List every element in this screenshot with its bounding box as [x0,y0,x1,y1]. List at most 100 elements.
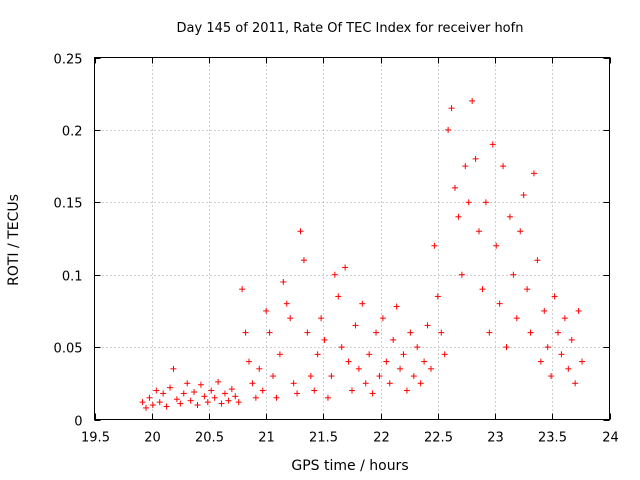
data-point [139,399,146,406]
data-point [300,257,307,264]
data-point [173,396,180,403]
data-point [204,399,211,406]
data-point [541,307,548,314]
data-point [373,329,380,336]
data-point [342,264,349,271]
data-point [434,293,441,300]
data-points [139,97,586,411]
x-tick-labels: 19.5 20 20.5 21 21.5 22 22.5 23 23.5 24 [81,431,619,446]
grid-lines [94,57,610,420]
data-point [565,365,572,372]
data-point [503,344,510,351]
data-point [273,394,280,401]
data-point [163,403,170,410]
data-point [393,303,400,310]
data-point [575,307,582,314]
data-point [558,351,565,358]
data-point [246,358,252,365]
data-point [276,351,283,358]
data-point [331,271,338,278]
data-point [407,329,414,336]
data-point [568,336,575,343]
data-point [424,322,431,329]
data-point [496,300,503,307]
y-tick-label: 0 [74,415,82,430]
data-point [232,393,239,400]
data-point [252,394,259,401]
axis-ticks [94,57,611,421]
data-point [469,97,476,104]
y-tick-label: 0.1 [62,270,83,285]
data-point [280,278,287,285]
data-point [187,397,194,404]
data-point [489,141,496,148]
data-point [383,358,390,365]
data-point [551,293,558,300]
data-point [324,394,331,401]
data-point [500,163,507,170]
data-point [270,373,277,380]
data-point [283,300,290,307]
data-point [211,394,218,401]
data-point [366,351,373,358]
data-point [328,373,335,380]
data-point [517,228,524,235]
data-point [311,387,318,394]
data-point [417,380,424,387]
y-tick-label: 0.15 [54,197,83,212]
x-tick-label: 23 [487,431,504,446]
data-point [304,329,311,336]
data-point [225,397,232,404]
data-point [376,373,383,380]
data-point [345,358,352,365]
data-point [355,365,362,372]
x-tick-label: 19.5 [81,431,110,446]
y-tick-label: 0.25 [54,53,83,68]
data-point [410,373,417,380]
data-point [555,329,561,336]
data-point [403,387,410,394]
data-point [228,386,235,393]
data-point [167,384,174,391]
data-point [314,351,321,358]
data-point [297,228,304,235]
data-point [335,293,342,300]
data-point [194,402,201,409]
data-point [153,387,160,394]
data-point [448,105,455,112]
data-point [362,380,369,387]
data-point [287,315,294,322]
data-point [256,365,263,372]
data-point [266,329,273,336]
data-point [294,390,301,397]
data-point [180,390,187,397]
data-point [486,329,493,336]
data-point [462,163,469,170]
x-tick-label: 21.5 [309,431,338,446]
data-point [259,387,266,394]
x-tick-label: 20 [144,431,161,446]
x-tick-label: 22 [373,431,390,446]
data-point [184,380,191,387]
data-point [544,344,551,351]
data-point [510,271,517,278]
data-point [208,387,215,394]
data-point [349,387,355,394]
data-point [458,271,465,278]
data-point [369,390,376,397]
data-point [263,307,270,314]
data-point [441,351,448,358]
data-point [221,390,228,397]
y-tick-label: 0.05 [54,342,83,357]
data-point [146,394,153,401]
data-point [465,199,472,206]
data-point [493,242,500,249]
data-point [414,344,421,351]
data-point [191,388,198,395]
data-point [431,242,438,249]
data-point [201,393,208,400]
data-point [242,329,249,336]
plot-frame [94,57,610,420]
data-point [479,286,486,293]
data-point [390,336,397,343]
